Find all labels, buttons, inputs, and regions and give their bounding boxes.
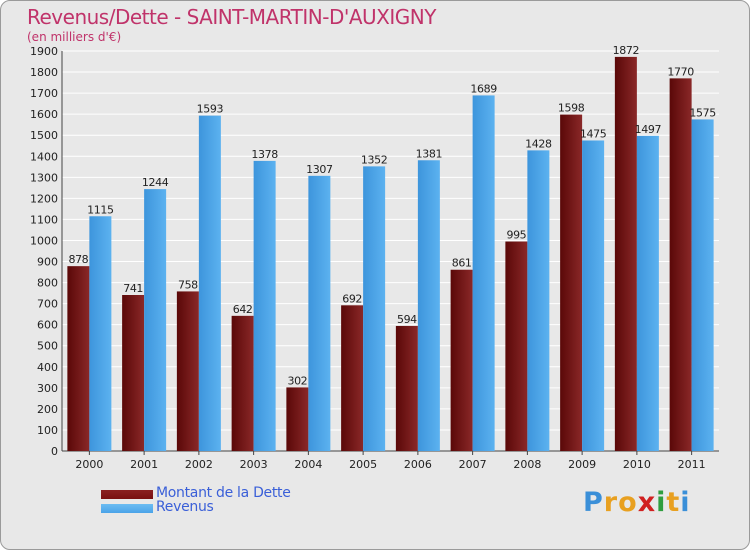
y-tick-label: 300 [37,382,58,395]
data-label: 642 [233,303,253,316]
y-tick-label: 1100 [30,213,58,226]
y-tick-label: 1300 [30,171,58,184]
y-tick-label: 400 [37,361,58,374]
bar-revenus [472,95,495,451]
bar-dette [395,325,418,451]
logo-letter: r [603,487,619,518]
bar-revenus [308,175,331,451]
proxiti-logo: Proxiti [583,487,691,518]
data-label: 861 [452,257,472,270]
data-label: 1307 [306,163,333,176]
data-label: 1770 [667,65,694,78]
legend-swatch-dette [101,490,153,499]
bar-dette [560,114,583,451]
y-tick-label: 1700 [30,87,58,100]
bar-revenus [144,189,167,451]
bar-dette [176,291,199,451]
data-label: 1497 [635,123,662,136]
x-tick-label: 2003 [240,458,268,471]
data-label: 995 [506,229,526,242]
y-tick-label: 100 [37,424,58,437]
x-tick-label: 2011 [678,458,706,471]
logo-letter: i [680,487,691,518]
x-tick-label: 2005 [349,458,377,471]
y-tick-label: 700 [37,298,58,311]
data-label: 1115 [87,203,114,216]
bar-dette [614,56,637,451]
bar-revenus [198,115,221,451]
bar-dette [122,295,145,451]
logo-letter: x [637,487,657,518]
y-tick-label: 900 [37,256,58,269]
y-tick-label: 1600 [30,108,58,121]
data-label: 1689 [470,82,497,95]
data-label: 1475 [580,127,607,140]
bar-dette [67,266,90,451]
data-label: 1575 [689,106,716,119]
legend-label-dette: Montant de la Dette [156,485,291,501]
bar-dette [450,269,473,451]
x-tick-label: 2009 [568,458,596,471]
bar-revenus [636,135,659,451]
data-label: 758 [178,278,198,291]
data-label: 1352 [361,153,387,166]
bar-revenus [582,140,605,451]
logo-letter: t [666,487,681,518]
y-tick-label: 1500 [30,129,58,142]
bar-dette [505,241,528,451]
plot-area [62,51,719,451]
legend-label-revenus: Revenus [156,499,214,515]
y-tick-label: 0 [51,445,58,458]
data-label: 594 [397,313,417,326]
chart-title: Revenus/Dette - SAINT-MARTIN-D'AUXIGNY [27,5,436,29]
bar-revenus [363,166,386,452]
data-label: 1378 [251,148,278,161]
bar-dette [231,315,254,451]
y-tick-label: 1000 [30,234,58,247]
x-tick-label: 2002 [185,458,213,471]
x-tick-label: 2001 [130,458,158,471]
x-tick-label: 2000 [75,458,103,471]
chart-subtitle: (en milliers d'€) [27,30,122,44]
logo-letter: i [656,487,667,518]
data-label: 1872 [613,44,639,57]
data-label: 692 [342,292,362,305]
bar-revenus [89,216,112,451]
y-tick-label: 200 [37,403,58,416]
y-tick-label: 1800 [30,66,58,79]
bar-dette [286,387,309,451]
data-label: 302 [287,374,307,387]
x-tick-label: 2007 [459,458,487,471]
x-tick-label: 2010 [623,458,651,471]
data-label: 1598 [558,102,585,115]
data-label: 1244 [142,176,169,189]
y-tick-label: 600 [37,319,58,332]
x-tick-label: 2004 [294,458,322,471]
data-label: 1428 [525,137,552,150]
bar-revenus [417,160,440,451]
data-label: 1593 [197,103,224,116]
data-label: 1381 [416,147,442,160]
bar-revenus [253,160,276,452]
logo-letter: o [618,487,638,518]
y-tick-label: 1400 [30,150,58,163]
logo-letter: P [583,487,604,518]
y-tick-label: 1900 [30,45,58,58]
x-tick-label: 2006 [404,458,432,471]
bar-revenus [691,119,714,451]
legend-swatch-revenus [101,504,153,513]
y-tick-label: 1200 [30,192,58,205]
bar-dette [341,305,364,451]
y-tick-label: 500 [37,340,58,353]
x-tick-label: 2008 [513,458,541,471]
bar-revenus [527,150,550,452]
y-tick-label: 800 [37,277,58,290]
bar-dette [669,78,692,452]
data-label: 741 [123,282,143,295]
data-label: 878 [68,253,88,266]
